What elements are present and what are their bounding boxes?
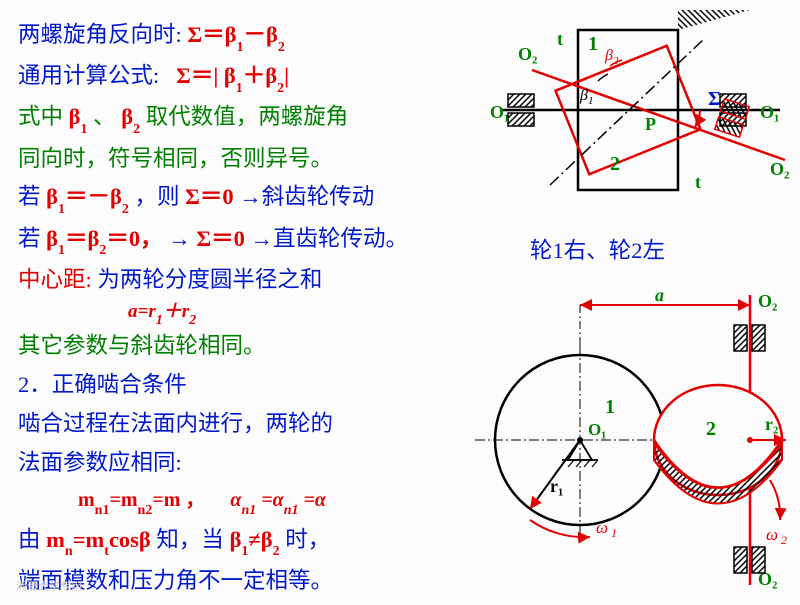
l2-formula: Σ＝| β1＋β2| xyxy=(176,63,289,88)
l2-label: 通用计算公式: xyxy=(18,63,165,88)
svg-text:t: t xyxy=(557,29,563,49)
line-8: 其它参数与斜齿轮相同。 xyxy=(18,329,488,364)
line-4: 若 β1＝－β2 ，则 Σ＝0 →斜齿轮传动 xyxy=(18,180,488,217)
watermark: 湘潭大学专用 xyxy=(16,578,82,594)
svg-text:O₁: O₁ xyxy=(588,420,606,439)
svg-text:ω 1: ω 1 xyxy=(596,518,617,540)
svg-text:O₂: O₂ xyxy=(518,44,537,64)
line-1: 两螺旋角反向时: Σ＝β1－β2 xyxy=(18,18,488,55)
svg-text:t: t xyxy=(695,172,701,192)
line-10b: 法面参数应相同: xyxy=(18,446,488,481)
svg-text:2: 2 xyxy=(610,153,620,175)
svg-text:r₂: r₂ xyxy=(765,414,778,434)
svg-text:O₂: O₂ xyxy=(758,291,777,311)
svg-text:O₂: O₂ xyxy=(770,159,789,179)
line-5: 若 β1＝β2＝0， → Σ＝0 →直齿轮传动。 xyxy=(18,222,488,259)
svg-text:ω 2: ω 2 xyxy=(766,525,787,547)
line-2: 通用计算公式: Σ＝| β1＋β2| xyxy=(18,59,488,96)
line-12: 由 mn=mtcosβ 知，当 β1≠β2 时， xyxy=(18,523,488,560)
diagram-top: Σ O₁ O₁ O₂ O₂ t t P β1 β2 1 2 xyxy=(490,10,790,220)
line-9: 2．正确啮合条件 xyxy=(18,368,488,403)
line-13: 端面模数和压力角不一定相等。 xyxy=(18,564,488,599)
line-3a: 式中 β1 、 β2 取代数值，两螺旋角 xyxy=(18,100,488,137)
line-10a: 啮合过程在法面内进行，两轮的 xyxy=(18,407,488,442)
line-11: mn1=mn2=m ， αn1 =αn1 =α xyxy=(18,485,488,519)
svg-text:O₁: O₁ xyxy=(490,102,509,122)
svg-text:P: P xyxy=(645,114,656,134)
text-content: 两螺旋角反向时: Σ＝β1－β2 通用计算公式: Σ＝| β1＋β2| 式中 β… xyxy=(18,18,488,603)
line-3b: 同向时，符号相同，否则异号。 xyxy=(18,142,488,177)
svg-text:2: 2 xyxy=(706,418,716,440)
l1-label: 两螺旋角反向时: xyxy=(18,22,187,47)
svg-text:β2: β2 xyxy=(604,47,619,67)
l1-formula: Σ＝β1－β2 xyxy=(187,22,284,47)
svg-text:O₁: O₁ xyxy=(760,102,779,122)
svg-text:1: 1 xyxy=(588,33,598,55)
svg-text:a: a xyxy=(655,285,664,305)
line-6: 中心距: 为两轮分度圆半径之和 xyxy=(18,263,488,298)
diagram-bottom: a O₂ O₂ O₁ r₁ 1 r₂ 2 ω 1 ω 2 xyxy=(470,285,800,600)
line-7: a=r1＋r2 xyxy=(18,302,488,326)
svg-text:1: 1 xyxy=(605,396,615,418)
sigma-label: Σ xyxy=(708,88,721,110)
caption: 轮1右、轮2左 xyxy=(530,233,665,265)
